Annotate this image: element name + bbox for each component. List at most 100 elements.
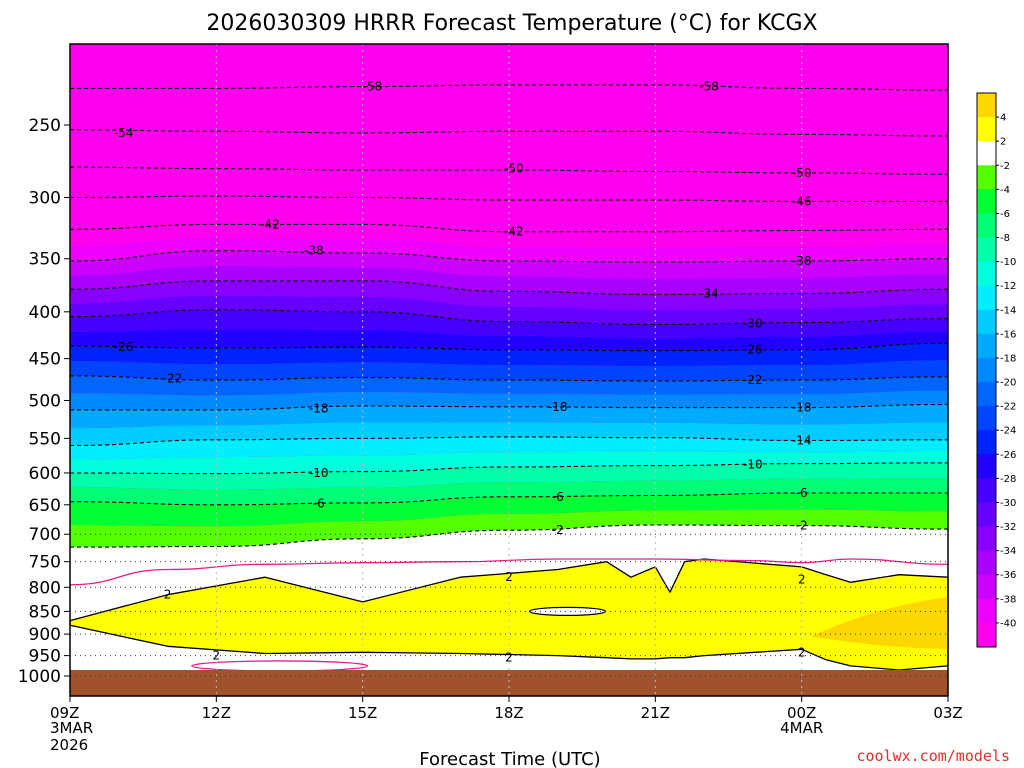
fill-band-m13	[70, 436, 948, 460]
pressure-tick-label: 550	[29, 429, 61, 449]
pressure-tick-label: 300	[29, 188, 61, 208]
fill-band-m53	[70, 129, 948, 156]
fill-band-m33	[70, 280, 948, 310]
fill-band-m51	[70, 148, 948, 175]
isotherm-label: -26	[743, 343, 763, 357]
isotherm-m50	[69, 166, 949, 175]
time-tick-label: 21Z	[641, 704, 670, 722]
pressure-tick-label: 350	[29, 250, 61, 270]
colorbar-tick-label: -26	[1000, 450, 1016, 461]
isotherm-label: 2	[798, 572, 806, 586]
isotherm-label: -10	[309, 466, 329, 480]
isotherm-label: -18	[792, 401, 812, 415]
isotherm-label: -10	[743, 457, 763, 471]
isotherm-label: -18	[548, 400, 568, 414]
time-tick-label: 03Z	[933, 704, 962, 722]
fill-band-m5	[70, 493, 948, 527]
credit-text: coolwx.com/models	[856, 747, 1010, 765]
isotherm-label: -6	[796, 486, 808, 500]
pressure-tick-label: 900	[29, 625, 61, 645]
isotherm-label: -42	[260, 217, 280, 231]
colorbar-swatch	[977, 406, 996, 431]
colorbar-tick-label: -14	[1000, 305, 1016, 316]
colorbar-tick-label: -40	[1000, 618, 1016, 629]
isotherm-lines	[69, 84, 949, 548]
time-tick-label: 00Z	[787, 704, 816, 722]
isotherm-label: 2	[213, 649, 221, 663]
colorbar-tick-label: -36	[1000, 570, 1016, 581]
pressure-tick-label: 850	[29, 602, 61, 622]
time-tick-label: 15Z	[348, 704, 377, 722]
isotherm-label: -42	[504, 225, 524, 239]
fill-band-m41	[70, 224, 948, 248]
isotherm-label: -38	[792, 254, 812, 268]
colorbar-tick-label: -38	[1000, 594, 1016, 605]
warm-core-area	[811, 597, 948, 650]
pressure-axis: 250 300 350 400 450 500 550 600 650 700 750 800 850 9…	[18, 116, 70, 687]
colorbar-swatch	[977, 237, 996, 263]
fill-band-m31	[70, 295, 948, 325]
isotherm-m46	[69, 195, 948, 202]
colorbar-tick-label: -18	[1000, 353, 1016, 364]
colorbar-tick-label: -24	[1000, 426, 1016, 437]
fill-band-m7	[70, 478, 948, 505]
fill-band-m23	[70, 360, 948, 381]
colorbar-swatch	[977, 550, 996, 576]
time-tick-label: 12Z	[202, 704, 231, 722]
fill-band-m37	[70, 250, 948, 279]
colorbar-swatch	[977, 502, 996, 528]
isotherm-label: -46	[792, 194, 812, 208]
colorbar-tick-label: -4	[1000, 185, 1010, 196]
colorbar-tick-label: 4	[1000, 113, 1006, 124]
time-tick-label: 18Z	[494, 704, 523, 722]
isotherm-label: 2	[798, 645, 806, 659]
colorbar-tick-label: -8	[1000, 233, 1010, 244]
colorbar-frame	[976, 92, 997, 648]
isotherm-label: -22	[743, 373, 763, 387]
colorbar-swatch	[977, 189, 996, 214]
time-tick-label: 09Z	[50, 704, 79, 722]
isotherm-label: -2	[552, 523, 564, 537]
colorbar-tick-label: -20	[1000, 378, 1016, 389]
isotherm-label: -30	[743, 317, 763, 331]
fill-band-m3	[70, 509, 948, 548]
colorbar-tick-label: -30	[1000, 498, 1016, 509]
isotherm-label: 2	[164, 588, 172, 602]
colorbar-swatch	[977, 526, 996, 552]
colorbar-tick-label: -28	[1000, 474, 1016, 485]
colorbar-tick-label: -12	[1000, 281, 1016, 292]
pressure-tick-label: 600	[29, 464, 61, 484]
plot-area: -58 -58 -54 -50 -50 -46 -42 -42 -38 -38 -34 -30 -26 -…	[69, 43, 949, 697]
colorbar-swatch	[977, 430, 996, 455]
colorbar-tick-label: 2	[1000, 137, 1006, 148]
fill-band-m29	[70, 309, 948, 338]
colorbar-swatch	[977, 598, 996, 624]
isotherm-label: 2	[505, 570, 513, 584]
colorbar-swatch	[977, 382, 996, 407]
isotherm-label: -6	[552, 490, 564, 504]
colorbar-swatch	[977, 93, 996, 118]
isotherm-label: -58	[363, 80, 383, 94]
colorbar: 4 2 -2 -4 -6 -8 -10 -12 -14 -16 -18 -20 -22 -24 -26 -28…	[976, 92, 1016, 648]
isotherm-label: -2	[796, 519, 808, 533]
isotherm-label: -50	[792, 166, 812, 180]
fill-band-m19	[70, 390, 948, 410]
isotherm-label: -14	[792, 434, 812, 448]
pressure-tick-label: 250	[29, 116, 61, 136]
pressure-tick-label: 950	[29, 647, 61, 667]
fill-band-m25	[70, 343, 948, 367]
colorbar-tick-label: -16	[1000, 329, 1016, 340]
fill-band-m15	[70, 422, 948, 446]
isotherm-label: -54	[114, 126, 134, 140]
colorbar-swatch	[977, 333, 996, 359]
zero-isotherm-line	[69, 558, 949, 586]
colorbar-tick-label: -10	[1000, 257, 1016, 268]
isotherm-label: -18	[309, 401, 329, 415]
isotherm-m22	[69, 375, 949, 382]
pressure-tick-label: 700	[29, 525, 61, 545]
pressure-tick-label: 1000	[18, 667, 61, 687]
time-tick-date: 3MAR	[50, 719, 93, 737]
x-axis-label: Forecast Time (UTC)	[419, 749, 600, 768]
colorbar-tick-label: -2	[1000, 161, 1010, 172]
